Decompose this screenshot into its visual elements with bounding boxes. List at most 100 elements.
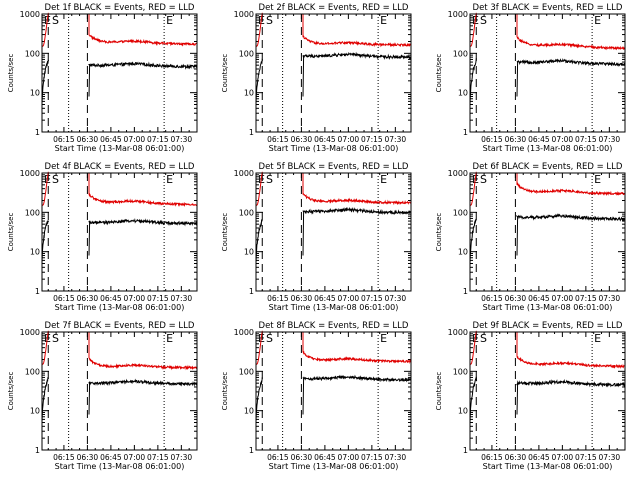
- events-series-early: [469, 376, 478, 423]
- y-tick-label: 1000: [234, 328, 254, 337]
- x-tick-label: 07:30: [599, 453, 621, 462]
- x-axis-label: Start Time (13-Mar-08 06:01:00): [483, 144, 613, 153]
- lld-series-early: [470, 12, 477, 47]
- x-tick-label: 07:00: [552, 453, 574, 462]
- x-tick-label: 07:00: [552, 135, 574, 144]
- lld-series-early: [42, 330, 49, 365]
- lld-series: [516, 173, 625, 197]
- y-tick-label: 1: [463, 128, 468, 137]
- events-series-early: [255, 57, 264, 105]
- x-tick-label: 06:15: [267, 294, 289, 303]
- y-tick-label: 1: [35, 287, 40, 296]
- lld-series: [302, 173, 412, 206]
- detector-plot-1: Det 1f BLACK = Events, RED = LLD Counts/s…: [7, 3, 198, 153]
- lld-series: [88, 14, 198, 47]
- detector-plot-4: Det 4f BLACK = Events, RED = LLD Counts/s…: [7, 162, 198, 312]
- events-series: [88, 217, 198, 256]
- marker-label: S: [52, 173, 59, 186]
- lld-series: [302, 14, 412, 48]
- y-axis-label: Counts/sec: [7, 213, 15, 252]
- x-tick-label: 06:30: [505, 135, 527, 144]
- marker-label: S: [266, 332, 273, 345]
- y-axis-label: Counts/sec: [221, 54, 229, 93]
- y-tick-label: 1: [249, 446, 254, 455]
- y-tick-label: 1: [463, 446, 468, 455]
- x-tick-label: 07:00: [124, 453, 146, 462]
- plot-title: Det 8f BLACK = Events, RED = LLD: [259, 321, 409, 331]
- x-tick-label: 07:30: [385, 294, 407, 303]
- x-tick-label: 07:30: [171, 135, 193, 144]
- x-tick-label: 06:45: [314, 294, 336, 303]
- x-tick-label: 06:30: [77, 135, 99, 144]
- lld-series: [516, 332, 626, 369]
- x-tick-label: 07:30: [385, 453, 407, 462]
- x-tick-label: 06:45: [100, 135, 122, 144]
- y-tick-label: 1000: [448, 169, 468, 178]
- plot-frame: [469, 172, 626, 292]
- y-tick-label: 1000: [234, 169, 254, 178]
- y-tick-label: 100: [25, 208, 40, 217]
- x-tick-label: 07:15: [361, 453, 383, 462]
- y-tick-label: 100: [453, 208, 468, 217]
- y-tick-label: 1000: [448, 10, 468, 19]
- y-axis-label: Counts/sec: [221, 213, 229, 252]
- y-tick-label: 100: [453, 367, 468, 376]
- events-series-early: [41, 58, 50, 105]
- x-tick-label: 06:30: [291, 294, 313, 303]
- x-tick-label: 07:30: [171, 453, 193, 462]
- x-tick-label: 07:00: [552, 294, 574, 303]
- events-series: [302, 206, 412, 256]
- plot-title: Det 7f BLACK = Events, RED = LLD: [45, 321, 195, 331]
- plot-frame: [255, 331, 412, 451]
- x-tick-label: 06:15: [267, 453, 289, 462]
- x-tick-label: 07:00: [338, 135, 360, 144]
- lld-series-early: [470, 171, 477, 206]
- events-series: [516, 378, 626, 415]
- marker-label: E: [166, 173, 173, 186]
- plot-title: Det 6f BLACK = Events, RED = LLD: [473, 162, 623, 172]
- marker-label: S: [52, 14, 59, 27]
- detector-plot-2: Det 2f BLACK = Events, RED = LLD Counts/s…: [221, 3, 412, 153]
- x-tick-label: 07:15: [147, 135, 169, 144]
- marker-label: S: [480, 173, 487, 186]
- y-axis-label: Counts/sec: [7, 54, 15, 93]
- lld-series-early: [470, 330, 477, 365]
- y-tick-label: 1000: [448, 328, 468, 337]
- y-tick-label: 10: [30, 248, 40, 257]
- plot-frame: [41, 331, 198, 451]
- y-tick-label: 10: [458, 89, 468, 98]
- x-tick-label: 06:30: [77, 453, 99, 462]
- marker-label: S: [266, 173, 273, 186]
- plot-title: Det 2f BLACK = Events, RED = LLD: [259, 3, 409, 13]
- lld-series: [516, 14, 626, 51]
- x-tick-label: 07:30: [385, 135, 407, 144]
- y-tick-label: 1: [35, 128, 40, 137]
- marker-label: S: [52, 332, 59, 345]
- marker-label: E: [380, 14, 387, 27]
- y-tick-label: 1000: [20, 169, 40, 178]
- x-axis-label: Start Time (13-Mar-08 06:01:00): [269, 303, 399, 312]
- detector-plot-8: Det 8f BLACK = Events, RED = LLD Counts/s…: [221, 321, 412, 471]
- y-tick-label: 10: [244, 407, 254, 416]
- y-tick-label: 1: [249, 128, 254, 137]
- x-tick-label: 07:15: [147, 453, 169, 462]
- y-axis-label: Counts/sec: [435, 213, 443, 252]
- marker-label: E: [380, 332, 387, 345]
- lld-series-early: [256, 12, 263, 47]
- x-tick-label: 07:15: [147, 294, 169, 303]
- y-tick-label: 100: [25, 367, 40, 376]
- y-axis-label: Counts/sec: [435, 54, 443, 93]
- y-tick-label: 1: [35, 446, 40, 455]
- x-axis-label: Start Time (13-Mar-08 06:01:00): [269, 144, 399, 153]
- marker-label: E: [594, 332, 601, 345]
- plot-frame: [255, 13, 412, 133]
- y-tick-label: 100: [239, 208, 254, 217]
- x-tick-label: 07:30: [171, 294, 193, 303]
- y-axis-label: Counts/sec: [221, 372, 229, 411]
- marker-label: E: [166, 14, 173, 27]
- marker-label: S: [480, 332, 487, 345]
- detector-plot-5: Det 5f BLACK = Events, RED = LLD Counts/s…: [221, 162, 412, 312]
- y-tick-label: 10: [458, 407, 468, 416]
- x-axis-label: Start Time (13-Mar-08 06:01:00): [483, 303, 613, 312]
- x-tick-label: 06:15: [267, 135, 289, 144]
